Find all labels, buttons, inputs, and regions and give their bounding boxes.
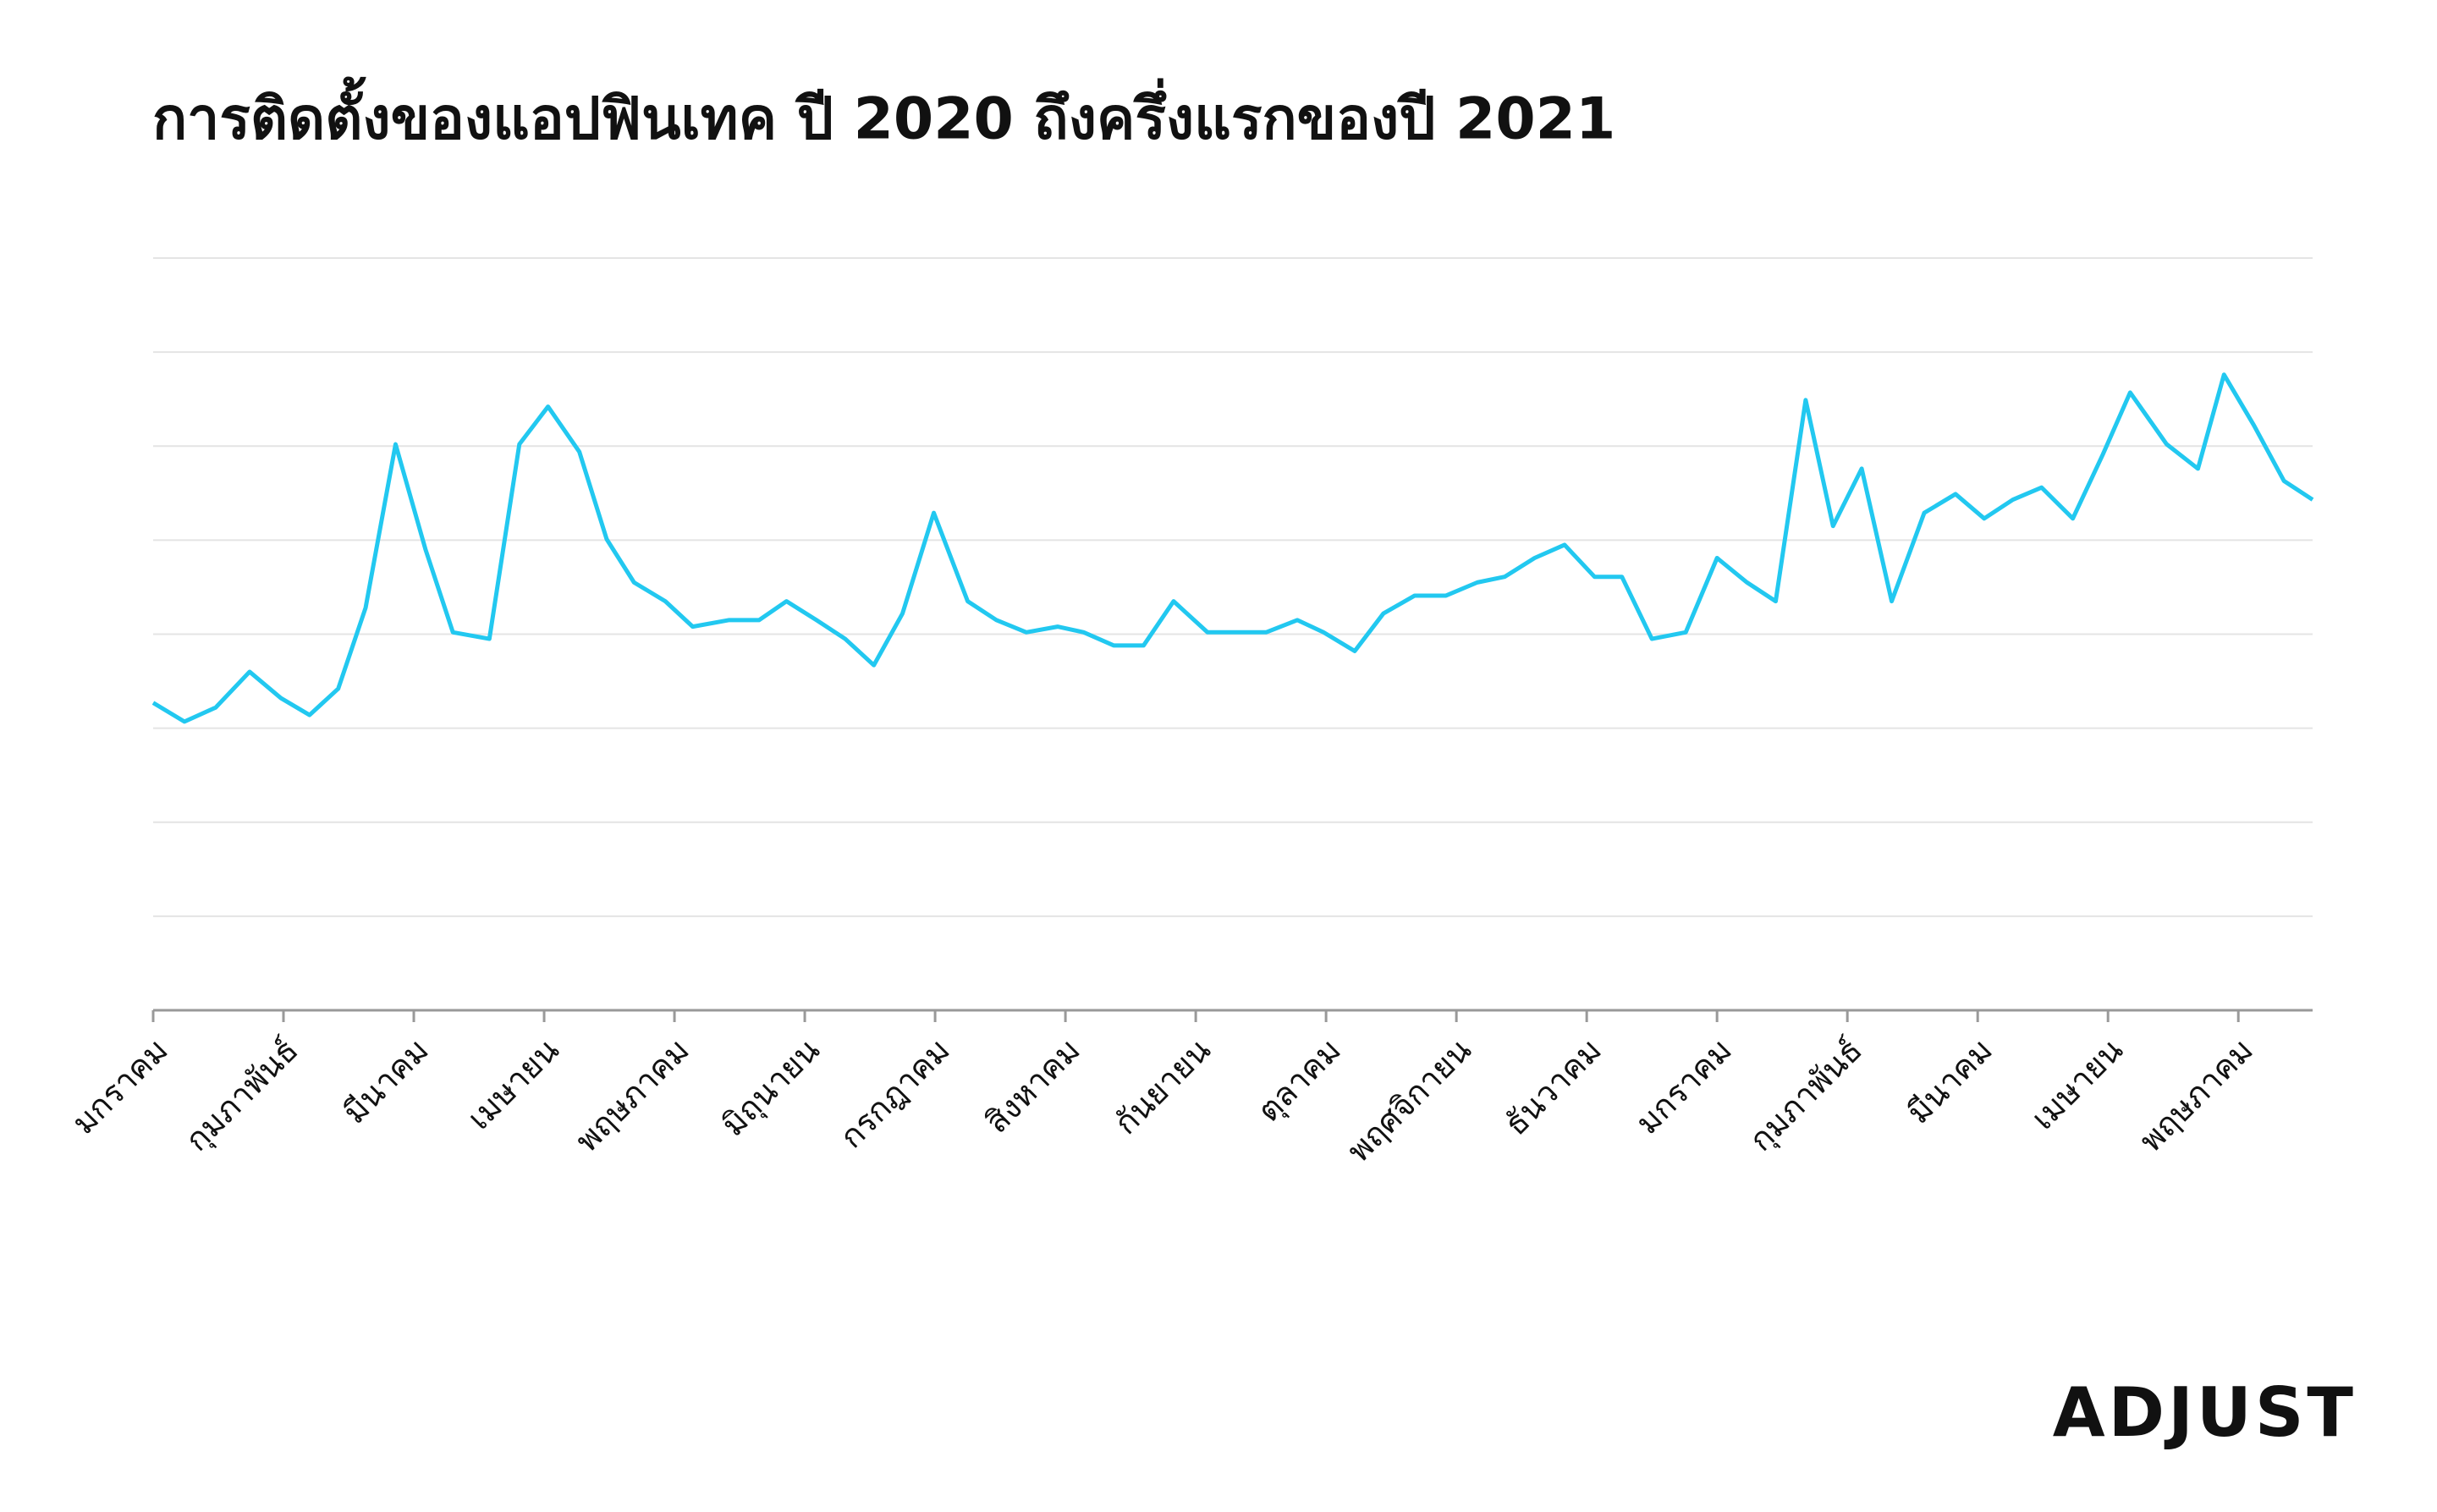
x-tick-label: กุมภาพันธ์ [178, 1031, 305, 1159]
x-tick-label: มกราคม [64, 1031, 174, 1141]
x-tick-label: มกราคม [1629, 1031, 1739, 1141]
x-tick-label: กันยายน [1107, 1031, 1218, 1142]
logo: ADJUST [2053, 1373, 2357, 1452]
x-tick-label: สิงหาคม [978, 1031, 1087, 1141]
x-tick-label: มีนาคม [1900, 1031, 2000, 1131]
x-tick-label: ธันวาคม [1497, 1031, 1609, 1143]
x-tick-label: พฤศจิกายน [1340, 1031, 1478, 1169]
x-tick-label: มีนาคม [336, 1031, 436, 1131]
x-tick-label: กรกฎาคม [833, 1031, 957, 1156]
x-tick-label: มิถุนายน [714, 1031, 827, 1144]
x-tick-label: ตุลาคม [1250, 1031, 1349, 1130]
x-tick-label: พฤษภาคม [569, 1031, 696, 1159]
x-tick-label: เมษายน [460, 1031, 566, 1137]
x-tick-label: เมษายน [2024, 1031, 2130, 1137]
chart-title: การติดตั้งของแอปฟินเทค ปี 2020 ถึงครึ่งแ… [152, 76, 1615, 153]
x-tick-label: กุมภาพันธ์ [1742, 1031, 1870, 1159]
data-line [151, 372, 2314, 724]
x-tick-label: พฤษภาคม [2132, 1031, 2260, 1159]
